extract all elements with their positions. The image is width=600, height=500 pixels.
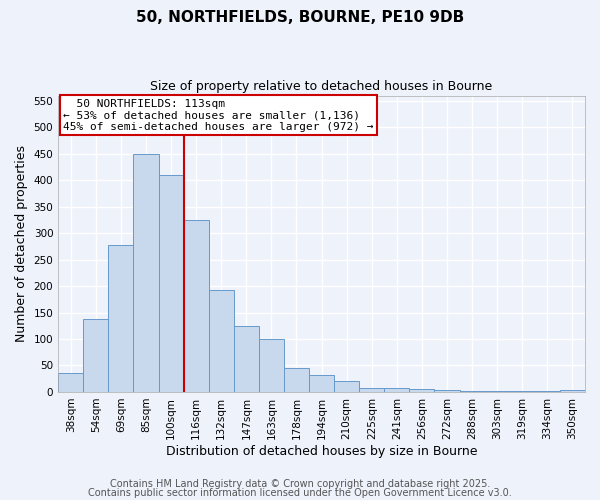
Bar — [133, 154, 158, 392]
Bar — [409, 390, 434, 392]
Bar — [83, 320, 109, 392]
Bar — [434, 390, 460, 392]
Bar — [460, 391, 485, 392]
Bar — [209, 290, 234, 392]
Text: Contains HM Land Registry data © Crown copyright and database right 2025.: Contains HM Land Registry data © Crown c… — [110, 479, 490, 489]
Bar — [359, 388, 385, 392]
X-axis label: Distribution of detached houses by size in Bourne: Distribution of detached houses by size … — [166, 444, 478, 458]
Bar — [259, 339, 284, 392]
Bar — [284, 368, 309, 392]
Text: Contains public sector information licensed under the Open Government Licence v3: Contains public sector information licen… — [88, 488, 512, 498]
Bar — [158, 175, 184, 392]
Title: Size of property relative to detached houses in Bourne: Size of property relative to detached ho… — [151, 80, 493, 93]
Bar — [485, 391, 510, 392]
Bar — [234, 326, 259, 392]
Bar — [385, 388, 409, 392]
Bar — [334, 382, 359, 392]
Text: 50 NORTHFIELDS: 113sqm
← 53% of detached houses are smaller (1,136)
45% of semi-: 50 NORTHFIELDS: 113sqm ← 53% of detached… — [64, 98, 374, 132]
Bar — [560, 390, 585, 392]
Text: 50, NORTHFIELDS, BOURNE, PE10 9DB: 50, NORTHFIELDS, BOURNE, PE10 9DB — [136, 10, 464, 25]
Bar — [58, 374, 83, 392]
Bar — [309, 375, 334, 392]
Y-axis label: Number of detached properties: Number of detached properties — [15, 146, 28, 342]
Bar — [109, 245, 133, 392]
Bar — [184, 220, 209, 392]
